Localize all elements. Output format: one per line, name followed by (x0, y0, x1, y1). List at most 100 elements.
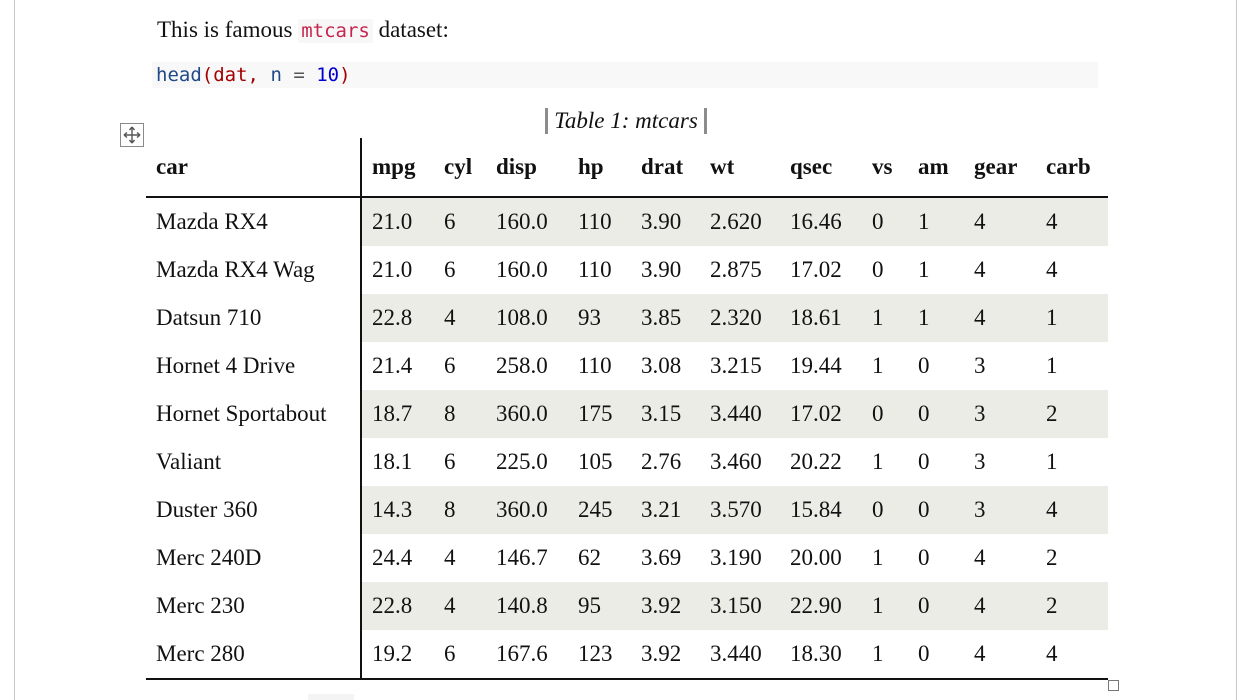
header-cyl: cyl (434, 138, 486, 198)
code-variable: dat (213, 64, 248, 86)
cell-cyl: 4 (434, 294, 486, 342)
cell-cyl: 4 (434, 582, 486, 630)
cell-wt: 2.320 (700, 294, 780, 342)
cell-carb: 4 (1046, 257, 1058, 282)
cell-wt: 3.460 (710, 449, 762, 474)
table-row: Merc 230 22.8 4 140.8 95 3.92 3.150 22.9… (146, 582, 1108, 630)
resize-square-icon[interactable] (1108, 680, 1119, 691)
cell-wt: 3.440 (700, 390, 780, 438)
table-row: Datsun 710 22.8 4 108.0 93 3.85 2.320 18… (146, 294, 1108, 342)
cell-gear: 4 (964, 630, 1036, 680)
cell-drat: 3.69 (641, 545, 682, 570)
cell-cyl: 8 (434, 390, 486, 438)
table-row: Hornet 4 Drive 21.4 6 258.0 110 3.08 3.2… (146, 342, 1108, 390)
table-row: Valiant 18.1 6 225.0 105 2.76 3.460 20.2… (146, 438, 1108, 486)
cell-wt: 3.150 (700, 582, 780, 630)
table-row: Hornet Sportabout 18.7 8 360.0 175 3.15 … (146, 390, 1108, 438)
header-carb: carb (1036, 138, 1108, 198)
cell-wt: 2.875 (710, 257, 762, 282)
cell-disp: 258.0 (496, 353, 548, 378)
cell-am: 0 (908, 486, 964, 534)
cell-drat: 3.15 (631, 390, 700, 438)
cell-car: Mazda RX4 (146, 197, 362, 246)
cell-am: 1 (918, 257, 930, 282)
cell-car: Duster 360 (146, 486, 362, 534)
cell-hp: 110 (568, 197, 631, 246)
table-row: Merc 240D 24.4 4 146.7 62 3.69 3.190 20.… (146, 534, 1108, 582)
cell-mpg: 21.4 (372, 353, 413, 378)
intro-text-before: This is famous (157, 17, 299, 42)
cell-hp: 110 (578, 353, 612, 378)
cell-wt: 2.620 (700, 197, 780, 246)
cell-hp: 62 (578, 545, 601, 570)
inline-code-mtcars: mtcars (298, 19, 373, 43)
cell-mpg: 24.4 (372, 545, 413, 570)
cell-vs: 1 (862, 630, 908, 680)
cell-vs: 1 (872, 449, 884, 474)
cell-hp: 93 (568, 294, 631, 342)
intro-text-after: dataset: (372, 17, 449, 42)
cell-car: Merc 280 (146, 630, 362, 680)
cell-cyl: 6 (444, 353, 456, 378)
cell-gear: 4 (964, 582, 1036, 630)
cell-carb: 1 (1036, 294, 1108, 342)
cell-hp: 95 (568, 582, 631, 630)
cell-drat: 3.90 (631, 197, 700, 246)
cell-carb: 4 (1036, 630, 1108, 680)
code-block: head(dat, n = 10) (152, 62, 1098, 88)
cell-qsec: 17.02 (790, 257, 842, 282)
cell-disp: 146.7 (496, 545, 548, 570)
cell-wt: 3.440 (700, 630, 780, 680)
cell-disp: 160.0 (486, 197, 568, 246)
cell-mpg: 22.8 (361, 582, 434, 630)
code-function: head (156, 64, 202, 86)
code-comma: , (247, 64, 271, 86)
cell-carb: 4 (1036, 197, 1108, 246)
cell-car: Datsun 710 (146, 294, 362, 342)
header-vs: vs (862, 138, 908, 198)
cell-cyl: 8 (434, 486, 486, 534)
cell-vs: 0 (862, 390, 908, 438)
cell-car: Merc 230 (146, 582, 362, 630)
cell-drat: 3.08 (641, 353, 682, 378)
code-open-paren: ( (201, 64, 214, 86)
cell-qsec: 20.22 (790, 449, 842, 474)
cell-qsec: 16.46 (780, 197, 862, 246)
cell-drat: 2.76 (641, 449, 682, 474)
cell-disp: 160.0 (496, 257, 548, 282)
cell-hp: 245 (568, 486, 631, 534)
cell-vs: 1 (862, 582, 908, 630)
cell-cyl: 6 (434, 197, 486, 246)
header-am: am (908, 138, 964, 198)
cell-qsec: 18.61 (780, 294, 862, 342)
cell-carb: 1 (1046, 449, 1058, 474)
header-gear: gear (964, 138, 1036, 198)
table-caption[interactable]: Table 1: mtcars (545, 108, 707, 134)
cell-mpg: 21.0 (372, 257, 413, 282)
cell-disp: 140.8 (486, 582, 568, 630)
cell-drat: 3.92 (631, 630, 700, 680)
cell-disp: 167.6 (486, 630, 568, 680)
header-mpg: mpg (361, 138, 434, 198)
cell-car: Hornet Sportabout (146, 390, 362, 438)
cell-mpg: 18.7 (361, 390, 434, 438)
cell-wt: 3.215 (710, 353, 762, 378)
header-qsec: qsec (780, 138, 862, 198)
cell-gear: 4 (964, 294, 1036, 342)
cell-hp: 110 (578, 257, 612, 282)
header-disp: disp (486, 138, 568, 198)
move-cross-icon[interactable] (120, 123, 144, 147)
cell-am: 0 (918, 353, 930, 378)
code-number: 10 (316, 64, 340, 86)
cell-vs: 1 (872, 545, 884, 570)
cell-mpg: 22.8 (361, 294, 434, 342)
cell-hp: 175 (568, 390, 631, 438)
cell-car: Mazda RX4 Wag (146, 246, 362, 294)
cell-wt: 3.190 (710, 545, 762, 570)
cell-mpg: 21.0 (361, 197, 434, 246)
cell-qsec: 22.90 (780, 582, 862, 630)
cell-mpg: 18.1 (372, 449, 413, 474)
cell-qsec: 19.44 (790, 353, 842, 378)
cell-drat: 3.85 (631, 294, 700, 342)
cell-am: 0 (908, 630, 964, 680)
